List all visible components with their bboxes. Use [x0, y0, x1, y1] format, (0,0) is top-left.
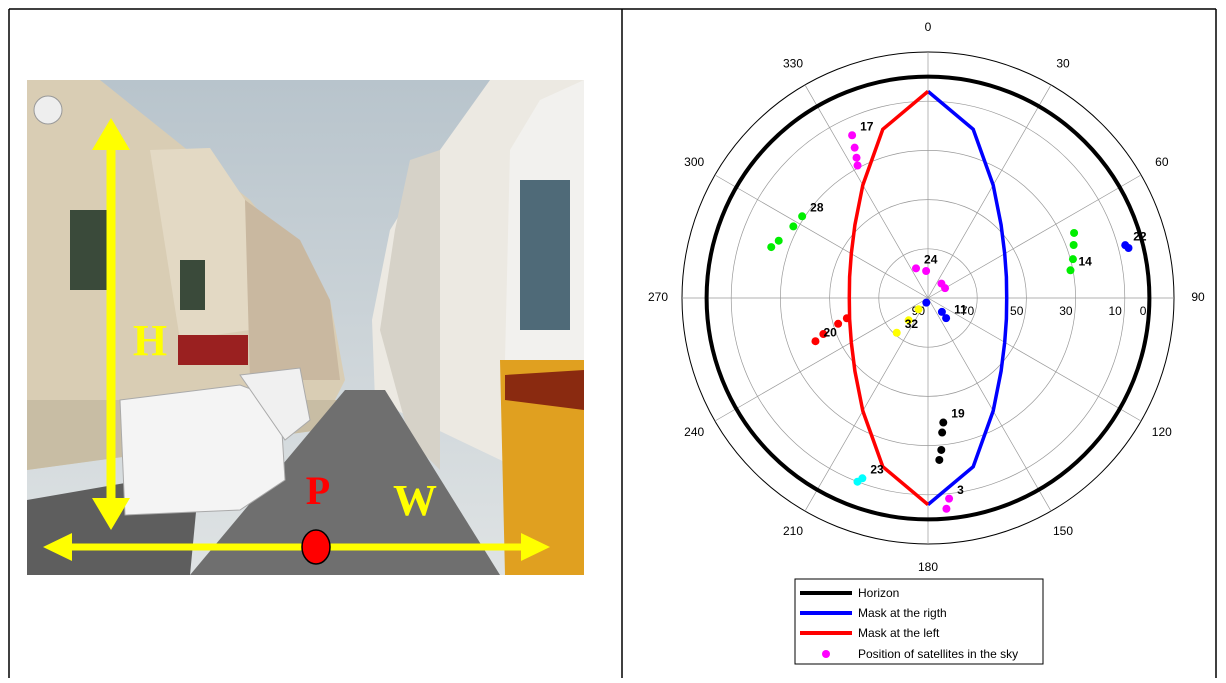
- point-label: P: [306, 468, 330, 513]
- grid-spoke: [927, 84, 1052, 299]
- satellite-point: [811, 337, 820, 346]
- radial-tick-label: 50: [1010, 304, 1024, 318]
- radial-tick-label: 10: [1108, 304, 1122, 318]
- grid-ring: [730, 100, 1126, 496]
- satellite-point: [848, 131, 857, 140]
- satellite-label: 22: [1133, 229, 1147, 243]
- satellite-label: 20: [823, 325, 837, 339]
- legend-label: Mask at the left: [858, 626, 940, 640]
- satellite-point: [1066, 266, 1075, 275]
- satellite-point: [945, 494, 954, 503]
- satellite-label: 11: [954, 302, 967, 316]
- grid-spoke: [927, 297, 1052, 512]
- satellite-point: [937, 445, 946, 454]
- satellite-point: [798, 212, 807, 221]
- satellite-label: 3: [957, 483, 964, 497]
- satellite-point: [774, 236, 783, 245]
- radial-tick-label: 0: [1140, 304, 1147, 318]
- legend: Horizon Mask at the rigth Mask at the le…: [794, 578, 1044, 665]
- satellite-point: [904, 316, 913, 325]
- angle-tick-label: 270: [648, 290, 668, 304]
- angle-tick-label: 240: [684, 425, 704, 439]
- radial-tick-label: 30: [1059, 304, 1073, 318]
- grid-spoke: [927, 174, 1142, 299]
- grid-spoke: [714, 174, 929, 299]
- satellite-point: [942, 314, 951, 323]
- satellite-label: 14: [1078, 254, 1092, 268]
- angle-tick-label: 300: [684, 155, 704, 169]
- satellite-point: [1124, 244, 1133, 253]
- satellite-point: [819, 330, 828, 339]
- grid-spoke: [927, 297, 1142, 422]
- polar-plot: 0306090120150180210240270300330907050301…: [648, 20, 1205, 574]
- angle-tick-label: 60: [1155, 155, 1169, 169]
- satellite-point: [842, 314, 851, 323]
- table-frame: [8, 8, 1217, 678]
- grid-ring: [878, 248, 978, 348]
- satellite-point: [941, 284, 950, 293]
- height-label: H: [133, 316, 167, 365]
- satellite-point: [853, 477, 862, 486]
- mask-line: [847, 90, 930, 506]
- angle-tick-label: 120: [1152, 425, 1172, 439]
- satellite-point: [914, 305, 923, 314]
- point-marker: [301, 529, 331, 565]
- satellite-point: [1068, 255, 1077, 264]
- satellite-point: [935, 455, 944, 464]
- grid-spoke: [804, 84, 929, 299]
- satellite-point: [942, 504, 951, 513]
- radial-tick-label: 70: [961, 304, 975, 318]
- legend-swatch: [822, 650, 830, 658]
- satellite-point: [852, 153, 861, 162]
- satellite-point: [922, 298, 931, 307]
- satellite-point: [1070, 228, 1079, 237]
- angle-tick-label: 90: [1191, 290, 1205, 304]
- satellite-point: [937, 307, 946, 316]
- grid-ring: [829, 199, 1027, 397]
- satellite-label: 17: [860, 119, 874, 133]
- satellite-point: [1069, 240, 1078, 249]
- arrows: [43, 118, 550, 561]
- grid-ring: [780, 150, 1076, 446]
- satellite-point: [939, 418, 948, 427]
- satellite-point: [853, 161, 862, 170]
- grid-spoke: [714, 297, 929, 422]
- angle-tick-label: 210: [783, 524, 803, 538]
- satellite-point: [912, 264, 921, 273]
- satellite-label: 23: [870, 462, 884, 476]
- satellite-point: [850, 143, 859, 152]
- satellite-label: 28: [810, 200, 824, 214]
- satellite-point: [767, 243, 776, 252]
- width-label: W: [393, 476, 437, 525]
- legend-label: Mask at the rigth: [858, 606, 947, 620]
- legend-label: Position of satellites in the sky: [858, 647, 1018, 661]
- satellite-point: [892, 328, 901, 337]
- angle-tick-label: 150: [1053, 524, 1073, 538]
- legend-label: Horizon: [858, 586, 899, 600]
- satellite-point: [834, 319, 843, 328]
- angle-tick-label: 180: [918, 560, 938, 574]
- angle-tick-label: 30: [1056, 56, 1070, 70]
- angle-tick-label: 0: [925, 20, 932, 34]
- satellite-point: [938, 428, 947, 437]
- angle-tick-label: 330: [783, 56, 803, 70]
- satellite-label: 32: [905, 317, 919, 331]
- satellite-label: 24: [924, 253, 938, 267]
- mask-line: [926, 90, 1009, 506]
- satellite-label: 19: [951, 407, 965, 421]
- satellite-point: [922, 267, 931, 276]
- horizon-line: [704, 74, 1152, 522]
- satellite-point: [789, 222, 798, 231]
- grid-spoke: [804, 297, 929, 512]
